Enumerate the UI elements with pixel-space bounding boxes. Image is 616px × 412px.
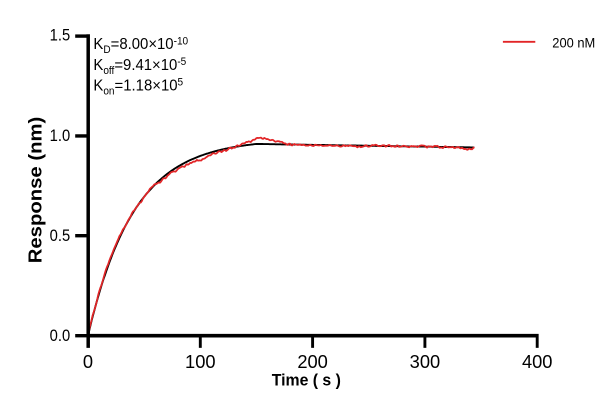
svg-text:400: 400 — [522, 351, 553, 372]
svg-text:300: 300 — [410, 351, 441, 372]
svg-text:Koff=9.41×10-5: Koff=9.41×10-5 — [93, 57, 186, 77]
svg-text:Kon=1.18×105: Kon=1.18×105 — [93, 77, 183, 97]
svg-text:1.0: 1.0 — [50, 127, 71, 145]
svg-text:Time ( s ): Time ( s ) — [272, 371, 341, 389]
svg-text:1.5: 1.5 — [50, 27, 71, 45]
svg-text:KD=8.00×10-10: KD=8.00×10-10 — [93, 36, 188, 56]
svg-text:200: 200 — [297, 351, 328, 372]
svg-text:0: 0 — [83, 351, 93, 372]
svg-text:0.0: 0.0 — [50, 327, 71, 345]
svg-text:200 nM: 200 nM — [552, 35, 595, 51]
svg-text:100: 100 — [185, 351, 216, 372]
svg-text:0.5: 0.5 — [50, 227, 71, 245]
svg-text:Response (nm): Response (nm) — [25, 117, 46, 264]
